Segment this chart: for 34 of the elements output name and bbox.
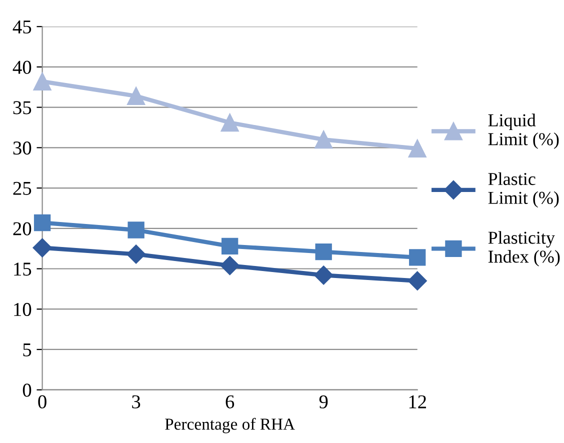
x-tick-label: 0	[38, 395, 46, 408]
y-tick-label: 25	[13, 182, 32, 195]
point	[34, 214, 51, 232]
y-tick-label: 40	[12, 60, 32, 74]
legend-label: Plasticity Index (%)	[488, 231, 560, 266]
x-axis-title: Percentage of RHA	[165, 418, 295, 434]
point	[127, 86, 146, 106]
point	[128, 222, 144, 238]
y-tick-label: 10	[14, 302, 32, 316]
x-tick-label: 3	[132, 395, 140, 408]
x-tick-label: 9	[319, 395, 328, 408]
point	[408, 139, 426, 158]
point	[32, 238, 52, 258]
y-tick-label: 0	[22, 384, 32, 397]
point	[221, 238, 238, 254]
legend-label: Liquid Limit (%)	[488, 114, 559, 149]
point	[408, 271, 427, 290]
y-tick-label: 30	[13, 141, 32, 155]
point	[126, 244, 146, 264]
y-tick-label: 15	[14, 262, 32, 276]
point	[314, 266, 334, 285]
x-tick-label: 6	[226, 395, 234, 408]
point	[220, 114, 239, 132]
point	[33, 72, 52, 90]
y-tick-label: 20	[13, 222, 32, 236]
point	[315, 243, 332, 260]
x-tick-label: 12	[409, 395, 426, 408]
y-tick-label: 5	[23, 343, 32, 356]
y-tick-label: 35	[13, 101, 32, 114]
legend-label: Plastic Limit (%)	[488, 172, 559, 208]
y-tick-label: 45	[12, 20, 32, 34]
point	[409, 249, 426, 266]
point	[314, 130, 333, 149]
point	[220, 256, 240, 276]
